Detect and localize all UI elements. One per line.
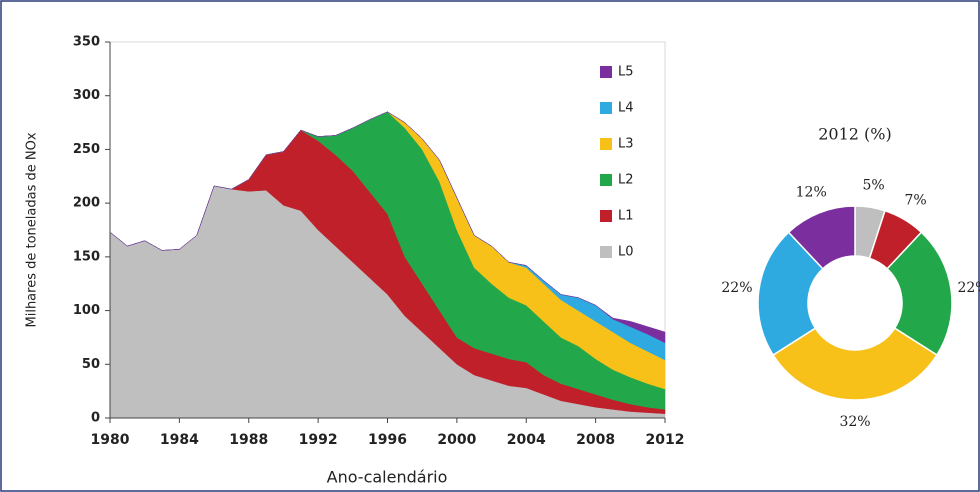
legend-swatch xyxy=(600,138,612,150)
x-tick-label: 1984 xyxy=(160,432,199,448)
x-tick-label: 1996 xyxy=(368,432,407,448)
legend-swatch xyxy=(600,210,612,222)
legend-label: L3 xyxy=(618,137,634,152)
x-axis-title: Ano-calendário xyxy=(327,468,448,487)
x-tick-label: 1992 xyxy=(299,432,338,448)
y-tick-label: 50 xyxy=(82,357,100,372)
y-tick-label: 100 xyxy=(73,303,100,318)
donut-label: 7% xyxy=(904,193,926,209)
x-tick-label: 1980 xyxy=(91,432,130,448)
legend-label: L1 xyxy=(618,209,634,224)
x-tick-label: 2012 xyxy=(646,432,685,448)
legend-swatch xyxy=(600,246,612,258)
donut-slice xyxy=(787,205,856,270)
donut-label: 22% xyxy=(957,280,980,296)
x-tick-label: 1988 xyxy=(229,432,268,448)
legend-label: L2 xyxy=(618,173,634,188)
y-tick-label: 200 xyxy=(73,196,100,211)
donut-slice xyxy=(772,327,938,401)
y-tick-label: 0 xyxy=(91,411,100,426)
legend-label: L5 xyxy=(618,65,634,80)
donut-label: 12% xyxy=(796,184,827,200)
donut-label: 5% xyxy=(863,177,885,193)
donut-title: 2012 (%) xyxy=(818,125,892,144)
donut-slice xyxy=(886,231,953,357)
legend-label: L4 xyxy=(618,101,634,116)
legend-swatch xyxy=(600,102,612,114)
donut-slice xyxy=(757,231,824,357)
x-tick-label: 2008 xyxy=(576,432,615,448)
y-tick-label: 250 xyxy=(73,142,100,157)
x-tick-label: 2004 xyxy=(507,432,546,448)
y-tick-label: 350 xyxy=(73,35,100,50)
legend-label: L0 xyxy=(618,245,634,260)
y-tick-label: 150 xyxy=(73,249,100,264)
x-tick-label: 2000 xyxy=(437,432,476,448)
legend-swatch xyxy=(600,66,612,78)
donut-label: 22% xyxy=(721,280,752,296)
y-tick-label: 300 xyxy=(73,88,100,103)
y-axis-title: Milhares de toneladas de NOx xyxy=(25,132,40,327)
legend-swatch xyxy=(600,174,612,186)
area xyxy=(109,111,666,344)
donut-label: 32% xyxy=(839,414,870,430)
